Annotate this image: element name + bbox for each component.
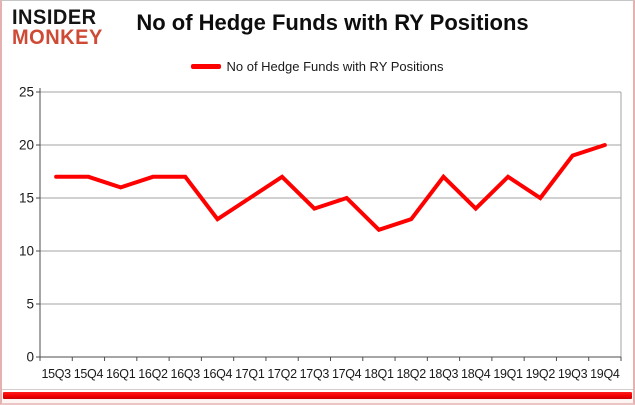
x-tick-label: 19Q3	[558, 367, 588, 381]
x-tick-label: 18Q2	[396, 367, 426, 381]
y-tick-label: 15	[19, 191, 34, 206]
x-tick-label: 16Q2	[138, 367, 168, 381]
x-tick-label: 19Q2	[526, 367, 556, 381]
x-tick-label: 18Q3	[429, 367, 459, 381]
x-tick-label: 17Q4	[332, 367, 362, 381]
series-line	[54, 143, 607, 233]
x-tick-label: 17Q3	[300, 367, 330, 381]
chart-title: No of Hedge Funds with RY Positions	[136, 10, 529, 35]
x-tick-label: 17Q2	[267, 367, 297, 381]
x-tick-label: 16Q4	[203, 367, 233, 381]
y-tick-label: 25	[19, 85, 34, 100]
logo-line1: INSIDER	[12, 5, 97, 30]
x-tick-label: 16Q3	[171, 367, 201, 381]
footer-strip	[2, 399, 633, 403]
logo-line2: MONKEY	[12, 25, 103, 50]
x-tick-label: 15Q4	[74, 367, 104, 381]
x-tick-label: 17Q1	[235, 367, 265, 381]
y-tick-label: 20	[19, 138, 34, 153]
x-tick-label: 15Q3	[41, 367, 71, 381]
x-tick-label: 19Q4	[590, 367, 620, 381]
x-tick-label: 16Q1	[106, 367, 136, 381]
red-accent-bar	[3, 392, 632, 399]
y-tick-label: 5	[26, 297, 34, 312]
insider-monkey-logo: INSIDER MONKEY	[12, 5, 103, 50]
x-tick-label: 18Q1	[364, 367, 394, 381]
chart-panel-bottom-border	[2, 389, 633, 390]
legend-line-swatch	[191, 64, 222, 69]
chart-legend: No of Hedge Funds with RY Positions	[2, 59, 633, 74]
y-tick-label: 10	[19, 244, 34, 259]
legend-label: No of Hedge Funds with RY Positions	[226, 59, 444, 74]
y-tick-label: 0	[26, 350, 34, 365]
x-tick-label: 19Q1	[493, 367, 523, 381]
x-tick-label: 18Q4	[461, 367, 491, 381]
